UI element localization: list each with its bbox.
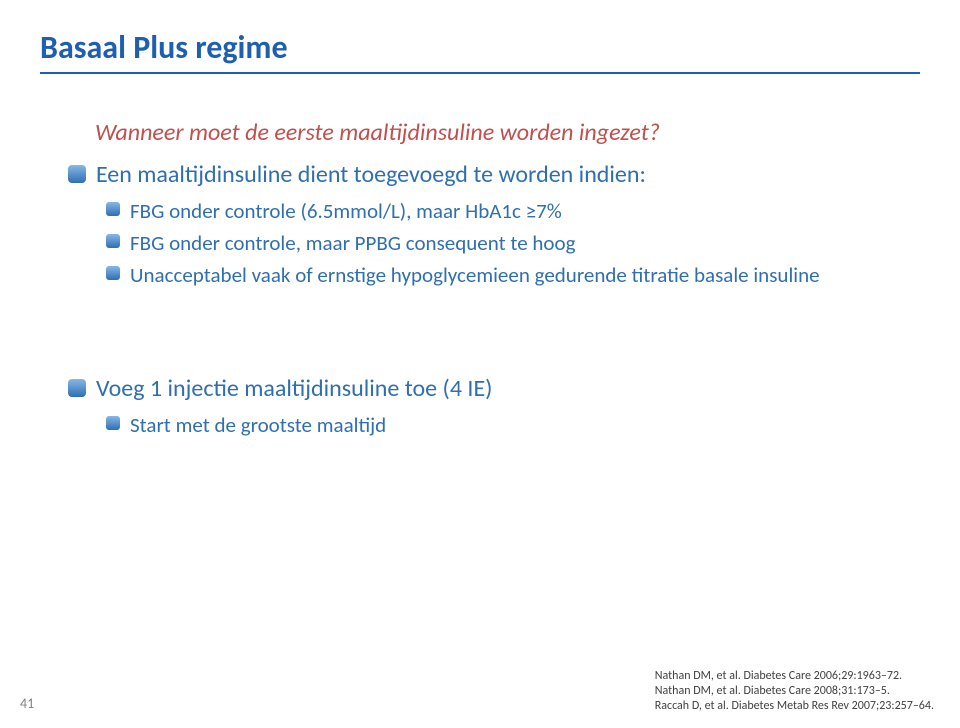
- bullet-text: Unacceptabel vaak of ernstige hypoglycem…: [130, 262, 820, 288]
- bullet-text: FBG onder controle, maar PPBG consequent…: [130, 230, 575, 256]
- bullet-item: Een maaltijdinsuline dient toegevoegd te…: [68, 160, 646, 190]
- slide-title: Basaal Plus regime: [40, 28, 288, 67]
- bullet-item: FBG onder controle (6.5mmol/L), maar HbA…: [106, 198, 562, 224]
- references-block: Nathan DM, et al. Diabetes Care 2006;29:…: [655, 669, 934, 714]
- bullet-item: Unacceptabel vaak of ernstige hypoglycem…: [106, 262, 826, 288]
- page-number: 41: [20, 695, 34, 712]
- bullet-icon: [106, 266, 120, 280]
- bullet-item: Start met de grootste maaltijd: [106, 412, 386, 438]
- bullet-icon: [106, 234, 120, 248]
- bullet-item: Voeg 1 injectie maaltijdinsuline toe (4 …: [68, 374, 492, 404]
- bullet-icon: [106, 202, 120, 216]
- reference-line: Raccah D, et al. Diabetes Metab Res Rev …: [655, 699, 934, 714]
- bullet-text: Voeg 1 injectie maaltijdinsuline toe (4 …: [96, 374, 492, 404]
- bullet-text: Een maaltijdinsuline dient toegevoegd te…: [96, 160, 646, 190]
- bullet-text: FBG onder controle (6.5mmol/L), maar HbA…: [130, 198, 562, 224]
- bullet-icon: [106, 416, 120, 430]
- bullet-icon: [68, 165, 86, 183]
- bullet-icon: [68, 379, 86, 397]
- slide-subheading: Wanneer moet de eerste maaltijdinsuline …: [95, 118, 660, 147]
- title-underline: [40, 72, 920, 74]
- reference-line: Nathan DM, et al. Diabetes Care 2006;29:…: [655, 669, 934, 684]
- slide: Basaal Plus regime Wanneer moet de eerst…: [0, 0, 960, 728]
- bullet-text: Start met de grootste maaltijd: [130, 412, 386, 438]
- bullet-item: FBG onder controle, maar PPBG consequent…: [106, 230, 575, 256]
- reference-line: Nathan DM, et al. Diabetes Care 2008;31:…: [655, 684, 934, 699]
